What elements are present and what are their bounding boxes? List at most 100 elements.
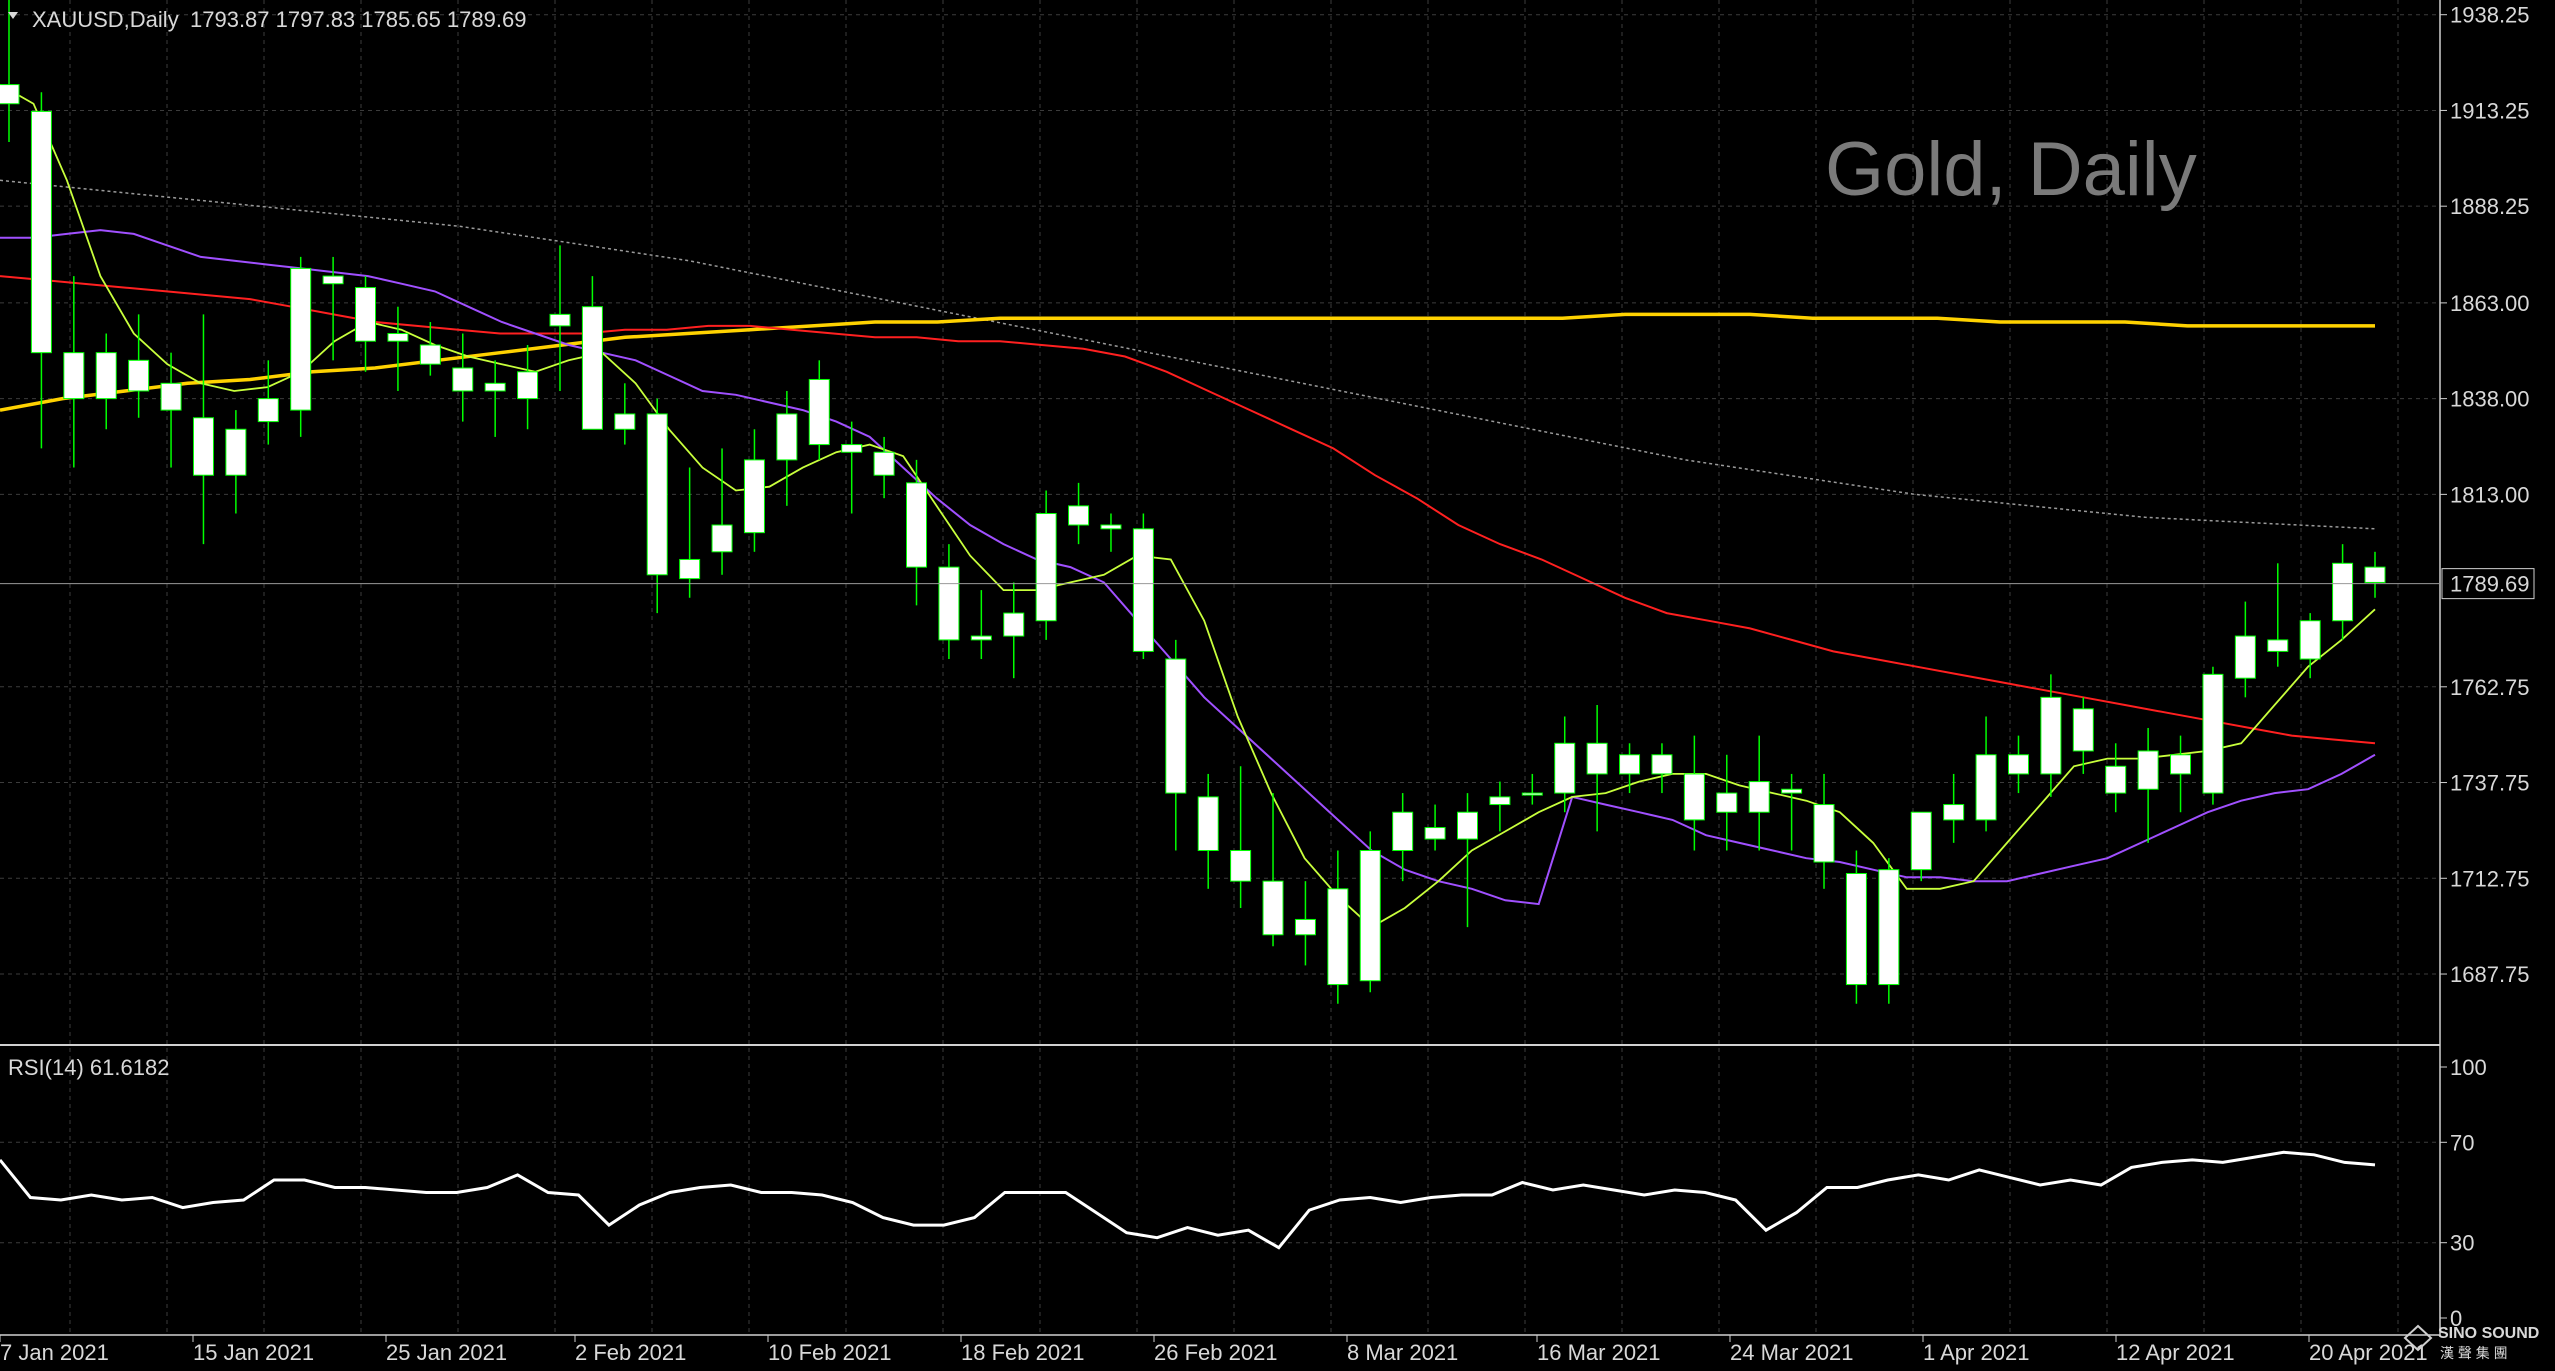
candle-body (2137, 750, 2159, 790)
candle-body (1359, 850, 1381, 982)
grid (0, 0, 2440, 1335)
time-tick-label: 7 Jan 2021 (0, 1340, 109, 1365)
price-tick-label: 1938.25 (2450, 3, 2530, 28)
candle-body (776, 413, 798, 461)
candle-body (1554, 742, 1576, 794)
time-tick-label: 24 Mar 2021 (1730, 1340, 1854, 1365)
candle-body (225, 428, 247, 476)
candle-body (1683, 773, 1705, 821)
time-tick-label: 15 Jan 2021 (193, 1340, 314, 1365)
candle-body (970, 635, 992, 641)
candle-body (1586, 742, 1608, 775)
candle-body (0, 84, 20, 105)
candle-body (549, 313, 571, 327)
candle-body (873, 451, 895, 476)
candle-body (808, 378, 830, 446)
candle-body (2170, 754, 2192, 775)
candle-body (1748, 781, 1770, 813)
price-tick-label: 1838.00 (2450, 387, 2530, 412)
candle-body (484, 382, 506, 392)
candle-body (1910, 811, 1932, 871)
candle-body (1651, 754, 1673, 775)
price-axis: 1938.25 1913.25 1888.25 1863.00 1838.00 1813.… (2440, 3, 2530, 987)
candle-body (1845, 872, 1867, 986)
ma-yellow-line (0, 312, 2375, 412)
candle-body (938, 566, 960, 641)
candle-body (290, 267, 312, 411)
candle-body (1327, 888, 1349, 986)
time-tick-label: 18 Feb 2021 (961, 1340, 1085, 1365)
candle-body (1716, 792, 1738, 813)
candle-body (517, 371, 539, 400)
candle-body (1132, 528, 1154, 652)
candle-body (1035, 513, 1057, 622)
candle-body (1230, 850, 1252, 882)
time-tick-label: 8 Mar 2021 (1347, 1340, 1458, 1365)
candle-body (1878, 869, 1900, 986)
candle-body (1619, 754, 1641, 775)
price-tick-label: 1762.75 (2450, 675, 2530, 700)
candle-body (1456, 811, 1478, 840)
logo-text: SINO SOUND (2438, 1325, 2539, 1342)
candle-body (1165, 658, 1187, 794)
ma-fast-line (0, 83, 2376, 929)
price-tick-label: 1863.00 (2450, 291, 2530, 316)
rsi-tick-label: 30 (2450, 1231, 2474, 1256)
price-tick-label: 1913.25 (2450, 98, 2530, 123)
candle-body (1262, 880, 1284, 936)
candle-body (1813, 804, 1835, 863)
candle-body (1100, 524, 1122, 530)
candle-body (1975, 754, 1997, 821)
candle-body (1489, 796, 1511, 806)
time-tick-label: 12 Apr 2021 (2116, 1340, 2235, 1365)
chart-watermark: Gold, Daily (1825, 127, 2197, 212)
rsi-line (0, 1150, 2376, 1250)
rsi-header: RSI(14) 61.6182 (8, 1055, 169, 1080)
candle-body (322, 275, 344, 285)
candle-body (355, 287, 377, 342)
time-axis: 7 Jan 2021 15 Jan 2021 25 Jan 2021 2 Feb 20… (0, 1335, 2428, 1365)
price-tick-label: 1712.75 (2450, 866, 2530, 891)
candle-body (2332, 562, 2354, 622)
candle-body (2007, 754, 2029, 775)
rsi-tick-label: 70 (2450, 1130, 2474, 1155)
candle-body (1943, 804, 1965, 821)
time-tick-label: 10 Feb 2021 (768, 1340, 892, 1365)
candle-body (1521, 792, 1543, 796)
candle-body (2267, 639, 2289, 652)
candle-body (160, 382, 182, 411)
candle-body (711, 524, 733, 553)
candle-body (2105, 765, 2127, 794)
candle-body (30, 110, 52, 354)
candle-body (614, 413, 636, 430)
candle-body (1068, 505, 1090, 526)
time-tick-label: 20 Apr 2021 (2309, 1340, 2428, 1365)
symbol-timeframe: XAUUSD,Daily (32, 7, 179, 32)
candle-body (128, 359, 150, 392)
candle-body (2072, 708, 2094, 752)
current-price-box (2441, 568, 2535, 600)
sino-sound-logo: SINO SOUND 漢 聲 集 團 (2403, 1324, 2539, 1361)
candle-body (95, 352, 117, 400)
candle-body (63, 352, 85, 400)
price-tick-label: 1687.75 (2450, 962, 2530, 987)
candle-body (2202, 673, 2224, 794)
candle-body (452, 367, 474, 392)
price-tick-label: 1737.75 (2450, 771, 2530, 796)
rsi-tick-label: 0 (2450, 1306, 2462, 1331)
ma-red-line (0, 275, 2376, 745)
ma-gray-line (0, 179, 2376, 530)
price-tick-label: 1813.00 (2450, 482, 2530, 507)
logo-subtext: 漢 聲 集 團 (2440, 1345, 2508, 1361)
time-tick-label: 16 Mar 2021 (1537, 1340, 1661, 1365)
time-tick-label: 26 Feb 2021 (1154, 1340, 1278, 1365)
candle-body (2299, 620, 2321, 660)
candle-body (387, 333, 409, 342)
candle-body (1003, 612, 1025, 637)
candle-body (257, 398, 279, 423)
candle-body (679, 558, 701, 580)
candle-body (2364, 566, 2386, 583)
candle-body (1781, 788, 1803, 794)
collapse-triangle-icon[interactable] (8, 12, 18, 19)
